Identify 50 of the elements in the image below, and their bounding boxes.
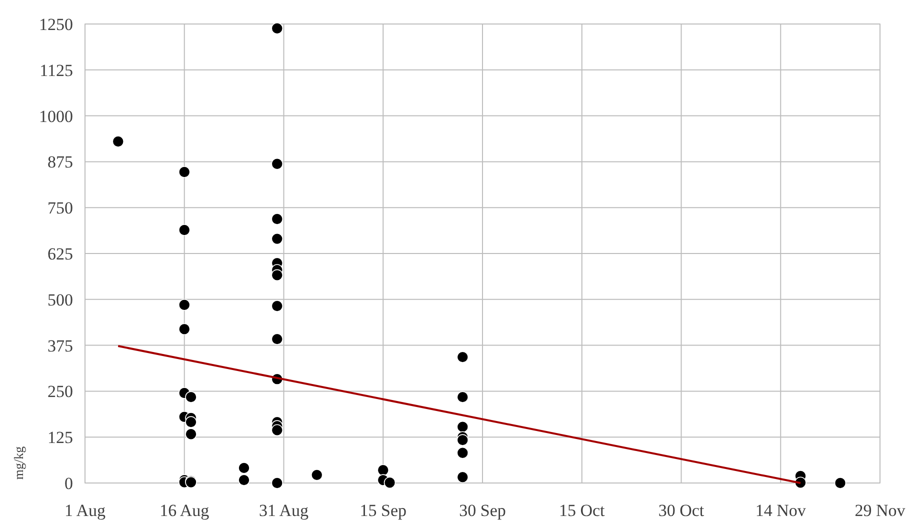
x-tick-label: 15 Sep [360,501,406,520]
point [456,420,469,433]
point [456,471,469,484]
y-tick-label: 1000 [39,106,73,126]
point [271,158,284,170]
point [178,299,190,311]
y-tick-label: 125 [48,428,73,448]
y-tick-label: 250 [48,382,73,402]
point [271,424,284,436]
y-tick-label: 625 [48,244,73,264]
point [178,323,190,336]
point [185,416,197,428]
point [834,477,846,489]
x-tick-label: 30 Oct [658,501,704,520]
x-tick-label: 29 Nov [854,501,906,520]
x-tick-label: 14 Nov [755,501,806,520]
point [271,477,284,489]
point [377,464,390,476]
point [271,300,284,312]
x-tick-label: 16 Aug [160,501,210,520]
y-tick-label: 750 [48,198,73,218]
point [271,333,284,345]
x-tick-label: 31 Aug [258,501,310,520]
point [112,136,124,148]
point [238,474,250,486]
point [271,269,284,282]
y-tick-label: 500 [48,290,73,310]
y-tick-label: 1125 [40,60,73,80]
x-tick-label: 1 Aug [64,501,106,520]
point [185,428,197,440]
point [384,476,396,489]
point [178,166,190,178]
point [456,391,469,403]
y-tick-label: 0 [64,474,73,493]
point [310,469,323,481]
point [456,446,469,459]
point [238,462,250,474]
x-tick-label: 15 Oct [558,501,606,520]
point [456,351,469,363]
y-tick-label: 375 [48,336,73,356]
point [185,391,197,403]
y-tick-label: 875 [48,152,73,172]
point [271,232,284,245]
point [178,224,190,236]
point [456,434,469,446]
y-axis-title: mg/kg [11,446,26,480]
x-tick-label: 30 Sep [459,501,506,520]
point [271,22,284,34]
point [271,213,284,225]
y-tick-label: 1250 [39,14,73,34]
